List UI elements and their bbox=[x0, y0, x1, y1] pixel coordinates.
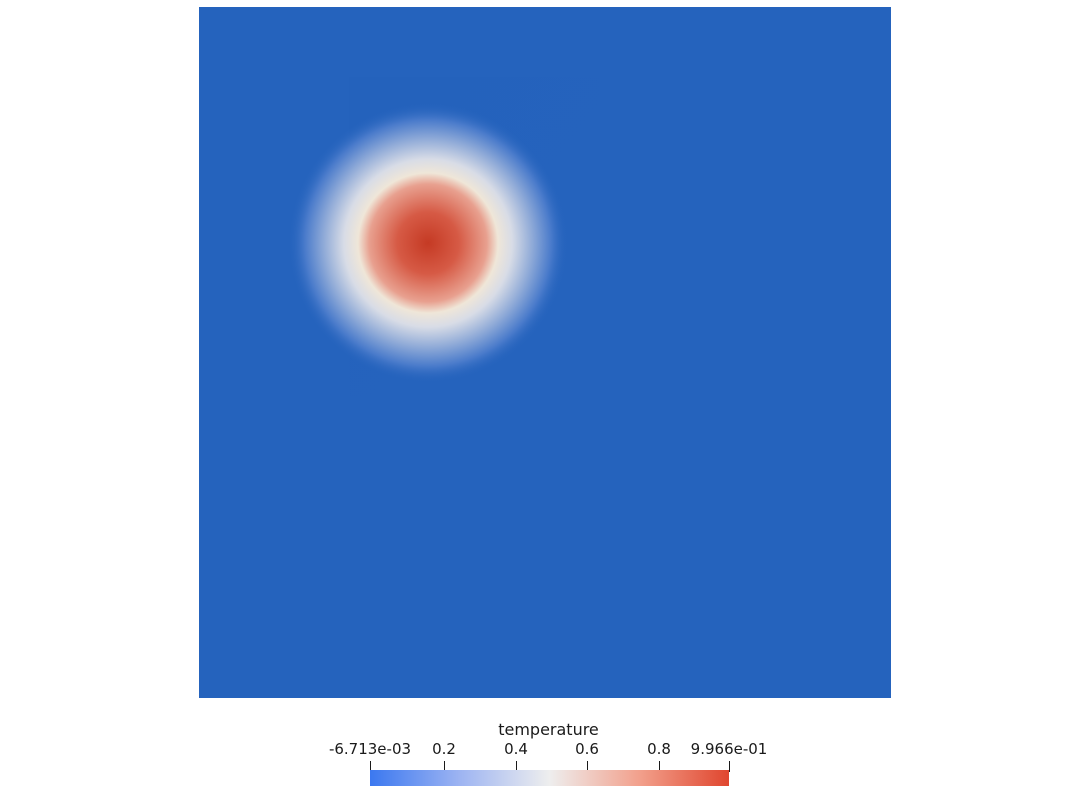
legend-tick-mark bbox=[659, 761, 660, 772]
legend-title: temperature bbox=[498, 720, 599, 739]
hot-spot bbox=[288, 103, 568, 383]
colorbar bbox=[370, 770, 729, 786]
field-canvas bbox=[199, 7, 891, 698]
legend-tick-mark bbox=[370, 761, 371, 772]
legend-tick-mark bbox=[444, 761, 445, 772]
legend-tick-label: 0.2 bbox=[432, 740, 456, 758]
legend-tick-mark bbox=[516, 761, 517, 772]
legend-tick-label: 0.6 bbox=[575, 740, 599, 758]
legend-tick-label: 0.8 bbox=[647, 740, 671, 758]
legend-tick-label: -6.713e-03 bbox=[328, 740, 412, 758]
legend-tick-mark bbox=[587, 761, 588, 772]
legend-tick-label: 9.966e-01 bbox=[690, 740, 768, 758]
color-legend: temperature -6.713e-03 0.2 0.4 0.6 0.8 9.966e… bbox=[0, 718, 1090, 798]
temperature-field-plot[interactable] bbox=[199, 7, 891, 698]
legend-tick-mark bbox=[729, 761, 730, 772]
legend-tick-label: 0.4 bbox=[504, 740, 528, 758]
